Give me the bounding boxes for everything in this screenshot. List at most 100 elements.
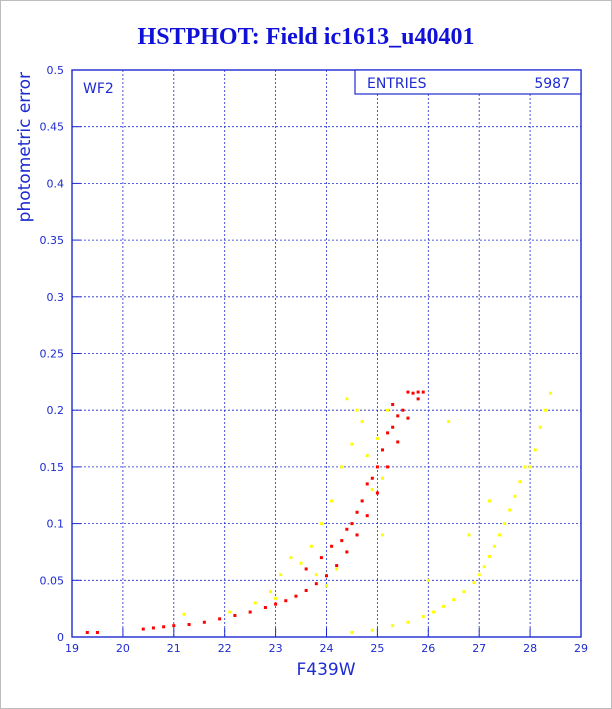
yellow-data-point [269, 590, 273, 594]
red-data-point [365, 514, 369, 518]
yellow-data-point [370, 488, 374, 492]
grid [72, 70, 581, 637]
yellow-data-point [380, 476, 384, 480]
chart-title: HSTPHOT: Field ic1613_u40401 [137, 24, 475, 50]
stats-label: ENTRIES [367, 76, 427, 92]
yellow-data-point [360, 420, 364, 424]
yellow-data-point [498, 533, 502, 537]
red-data-point [396, 440, 400, 444]
red-data-point [375, 465, 379, 469]
y-ticks: 0 0.05 0.1 0.15 0.2 0.25 0.3 0.35 0.4 0.45 0.5 [40, 64, 81, 644]
red-data-point [345, 550, 349, 554]
red-data-point [85, 630, 89, 634]
yellow-data-point [365, 454, 369, 458]
red-data-point [370, 476, 374, 480]
x-axis-label: F439W [296, 660, 355, 680]
yellow-data-point [543, 408, 547, 412]
yellow-data-point [462, 590, 466, 594]
yellow-data-point [472, 581, 476, 585]
red-data-point [350, 522, 354, 526]
yellow-data-point [523, 465, 527, 469]
yellow-data-point [421, 615, 425, 619]
y-tick-label: 0.45 [40, 121, 65, 134]
x-tick-label: 27 [472, 642, 486, 655]
yellow-data-point [426, 578, 430, 582]
x-tick-label: 19 [65, 642, 79, 655]
red-data-point [172, 624, 176, 628]
y-tick-label: 0.3 [47, 291, 65, 304]
x-tick-label: 25 [370, 642, 384, 655]
yellow-data-point [228, 610, 232, 614]
yellow-data-point [487, 499, 491, 503]
red-data-point [365, 482, 369, 486]
yellow-data-point [391, 624, 395, 628]
y-tick-label: 0.4 [47, 177, 65, 190]
yellow-data-point [528, 465, 532, 469]
yellow-data-point [431, 610, 435, 614]
yellow-data-point [492, 544, 496, 548]
red-data-point [360, 499, 364, 503]
yellow-data-point [442, 604, 446, 608]
yellow-data-point [538, 425, 542, 429]
yellow-data-point [309, 544, 313, 548]
red-data-point [263, 606, 267, 610]
red-data-point [340, 539, 344, 543]
red-data-point [421, 390, 425, 394]
red-data-point [391, 425, 395, 429]
red-data-point [202, 620, 206, 624]
yellow-data-point [487, 554, 491, 558]
yellow-data-point [406, 620, 410, 624]
red-data-point [294, 594, 298, 598]
red-data-point [162, 625, 166, 629]
red-data-point [141, 627, 145, 631]
red-data-point [345, 527, 349, 531]
yellow-data-point [548, 391, 552, 395]
yellow-data-point [182, 612, 186, 616]
red-data-point [284, 599, 288, 603]
yellow-data-point [513, 494, 517, 498]
y-tick-label: 0.15 [40, 461, 65, 474]
red-data-point [416, 397, 420, 401]
yellow-data-point [482, 565, 486, 569]
yellow-data-point [299, 561, 303, 565]
red-data-point [151, 626, 155, 630]
red-data-point [401, 408, 405, 412]
yellow-data-point [319, 522, 323, 526]
yellow-data-point [355, 408, 359, 412]
yellow-data-point [533, 448, 537, 452]
x-ticks: 19 20 21 22 23 24 25 26 27 28 29 [65, 628, 588, 655]
x-tick-label: 29 [574, 642, 588, 655]
yellow-data-point [314, 573, 318, 577]
yellow-data-point [279, 573, 283, 577]
x-tick-label: 21 [167, 642, 181, 655]
red-data-point [304, 589, 308, 593]
data-points [85, 390, 552, 634]
red-data-point [411, 391, 415, 395]
stats-value: 5987 [534, 76, 570, 92]
yellow-data-point [503, 522, 507, 526]
y-tick-label: 0.05 [40, 574, 65, 587]
y-tick-label: 0.2 [47, 404, 65, 417]
red-data-point [95, 630, 99, 634]
yellow-data-point [380, 533, 384, 537]
yellow-data-point [370, 628, 374, 632]
red-data-point [304, 567, 308, 571]
yellow-data-point [350, 630, 354, 634]
red-data-point [386, 431, 390, 435]
yellow-data-point [253, 601, 257, 605]
yellow-data-point [375, 437, 379, 441]
red-data-point [391, 403, 395, 407]
yellow-data-point [340, 465, 344, 469]
red-data-point [233, 613, 237, 617]
red-data-point [319, 556, 323, 560]
red-data-point [355, 533, 359, 537]
yellow-data-point [452, 598, 456, 602]
red-data-point [218, 617, 222, 621]
x-tick-label: 26 [421, 642, 435, 655]
red-data-point [187, 623, 191, 627]
red-data-point [355, 510, 359, 514]
panel-label: WF2 [83, 81, 114, 97]
yellow-data-point [325, 584, 328, 588]
yellow-data-point [350, 442, 354, 446]
